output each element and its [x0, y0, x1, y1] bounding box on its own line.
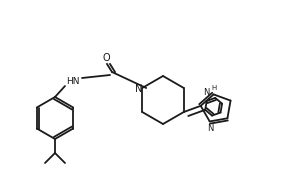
Text: O: O — [102, 53, 110, 63]
Text: N: N — [203, 88, 210, 97]
Text: N: N — [135, 84, 142, 94]
Text: H: H — [211, 86, 216, 91]
Text: N: N — [207, 124, 214, 133]
Text: HN: HN — [66, 77, 80, 86]
